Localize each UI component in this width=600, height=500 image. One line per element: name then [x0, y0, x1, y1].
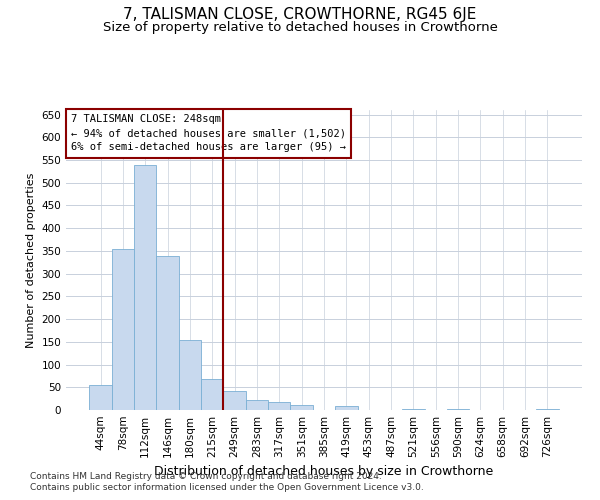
X-axis label: Distribution of detached houses by size in Crowthorne: Distribution of detached houses by size …	[154, 466, 494, 478]
Bar	[536, 408, 559, 410]
Bar	[246, 400, 268, 410]
Bar	[290, 406, 313, 410]
Bar	[402, 408, 425, 410]
Bar	[112, 248, 134, 410]
Bar	[223, 391, 246, 410]
Bar	[89, 385, 112, 410]
Text: Size of property relative to detached houses in Crowthorne: Size of property relative to detached ho…	[103, 21, 497, 34]
Bar	[157, 256, 179, 410]
Text: 7 TALISMAN CLOSE: 248sqm
← 94% of detached houses are smaller (1,502)
6% of semi: 7 TALISMAN CLOSE: 248sqm ← 94% of detach…	[71, 114, 346, 152]
Bar	[335, 406, 358, 410]
Text: 7, TALISMAN CLOSE, CROWTHORNE, RG45 6JE: 7, TALISMAN CLOSE, CROWTHORNE, RG45 6JE	[124, 8, 476, 22]
Bar	[268, 402, 290, 410]
Bar	[201, 379, 223, 410]
Y-axis label: Number of detached properties: Number of detached properties	[26, 172, 36, 348]
Bar	[134, 164, 157, 410]
Text: Contains HM Land Registry data © Crown copyright and database right 2024.: Contains HM Land Registry data © Crown c…	[30, 472, 382, 481]
Bar	[179, 340, 201, 410]
Text: Contains public sector information licensed under the Open Government Licence v3: Contains public sector information licen…	[30, 484, 424, 492]
Bar	[447, 408, 469, 410]
